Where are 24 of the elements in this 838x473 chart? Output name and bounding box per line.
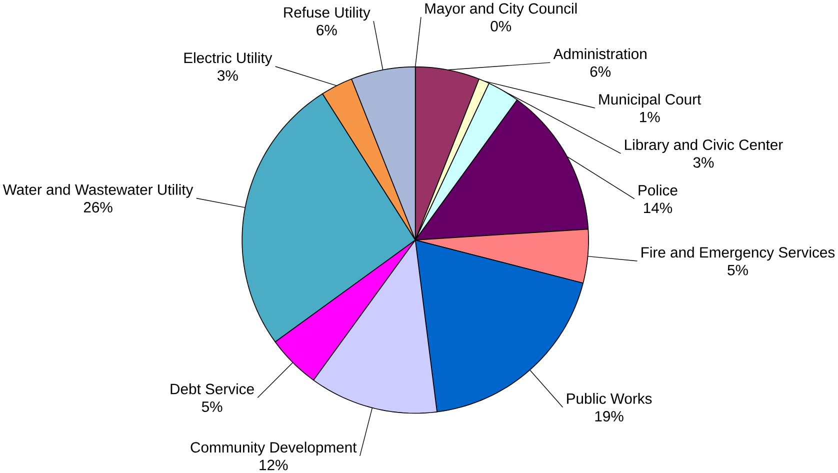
data-label: 26% <box>84 202 112 213</box>
data-label: 6% <box>316 24 337 36</box>
slice-label: Police <box>638 184 678 196</box>
data-label: 3% <box>693 157 714 168</box>
slice-label: Refuse Utility <box>284 6 370 21</box>
slice-label: Community Development <box>190 442 357 456</box>
data-label: 14% <box>644 202 672 214</box>
slice-label: Water and Wastewater Utility <box>2 184 194 198</box>
slice-label: Public Works <box>567 392 652 404</box>
data-label: 5% <box>728 264 748 276</box>
slice-label: Debt Service <box>170 383 254 394</box>
slice-label: Library and Civic Center <box>625 139 783 153</box>
slice-label: Administration <box>553 48 646 60</box>
slice-label: Municipal Court <box>599 94 702 108</box>
data-label: 12% <box>260 460 288 470</box>
data-label: 3% <box>218 70 238 81</box>
slice-label: Fire and Emergency Services <box>642 246 835 261</box>
text: 0% <box>490 20 512 32</box>
slice-label: Electric Utility <box>184 52 272 66</box>
data-label: 1% <box>640 112 660 122</box>
data-label: 6% <box>590 66 611 77</box>
data-label: 19% <box>595 411 624 422</box>
data-label: 5% <box>202 402 222 412</box>
category-label: Mayor and City Council <box>425 2 577 17</box>
